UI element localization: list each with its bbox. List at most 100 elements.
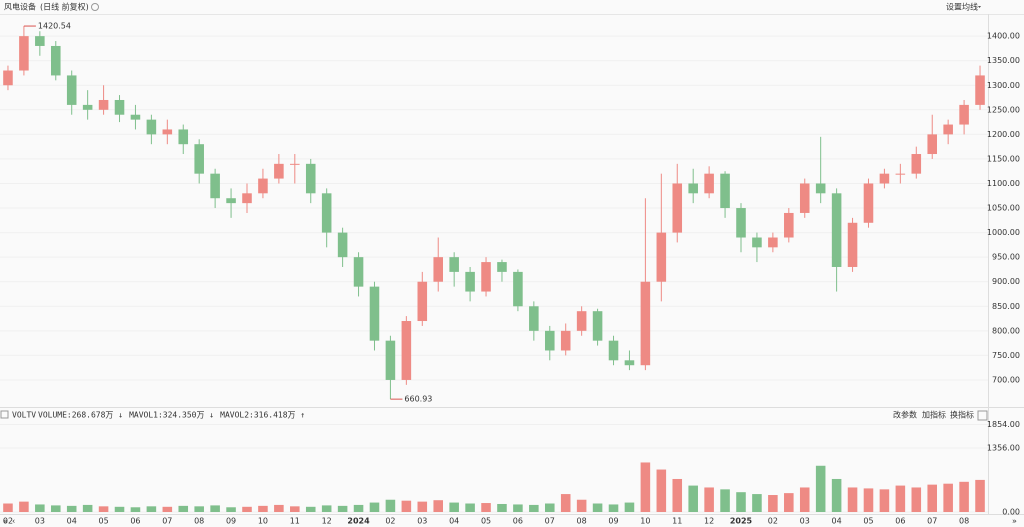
volume-bar: [847, 487, 858, 512]
button[interactable]: 加指标: [922, 410, 946, 420]
volume-bar: [975, 479, 985, 512]
x-tick-label: 2024: [347, 517, 370, 526]
candle-body: [847, 222, 858, 267]
legend-item: VOLUME:268.678万 ↓: [38, 411, 123, 420]
volume-bar: [385, 499, 396, 512]
volume-bar: [879, 489, 890, 512]
y-tick-label: 750.00: [992, 351, 1020, 360]
x-tick-label: 02: [3, 517, 13, 526]
candle-body: [608, 340, 619, 361]
candle-body: [704, 173, 714, 194]
x-tick-label: 07: [545, 517, 555, 526]
candle-body: [720, 173, 730, 209]
volume-bar: [736, 492, 746, 512]
candle-body: [815, 183, 826, 194]
volume-bar: [3, 503, 13, 512]
volume-bar: [130, 507, 141, 512]
x-tick-label: 2025: [730, 517, 753, 526]
x-tick-label: 10: [640, 517, 650, 526]
x-tick-label: 08: [194, 517, 204, 526]
candle-body: [529, 306, 539, 331]
volume-bar: [194, 506, 204, 512]
candle-body: [656, 232, 667, 282]
button[interactable]: 换指标: [950, 410, 974, 420]
volume-bar: [768, 495, 778, 512]
x-tick-label: 03: [800, 517, 810, 526]
volume-bar: [672, 478, 683, 512]
volume-bar: [895, 485, 906, 512]
volume-bar: [624, 502, 635, 512]
candle-body: [353, 257, 364, 287]
candle-body: [959, 104, 969, 125]
volume-bar: [146, 506, 157, 512]
y-tick-label: 1356.00: [987, 444, 1020, 453]
x-tick-label: 06: [895, 517, 905, 526]
candle-body: [98, 99, 109, 110]
candle-body: [863, 183, 874, 223]
x-tick-label: 12: [322, 517, 332, 526]
x-tick-label: 05: [98, 517, 108, 526]
volume-bar: [831, 478, 842, 512]
candle-body: [321, 193, 332, 233]
candle-body: [975, 75, 985, 105]
x-tick-label: 05: [481, 517, 491, 526]
y-tick-label: 950.00: [992, 253, 1020, 262]
candle-body: [417, 281, 428, 322]
x-tick-label: 12: [704, 517, 714, 526]
candle-body: [82, 104, 93, 110]
candle-body: [465, 271, 475, 292]
step-left[interactable]: ‹: [12, 517, 15, 526]
volume-bar: [799, 487, 810, 512]
y-tick-label: 1100.00: [987, 179, 1020, 188]
x-tick-label: 06: [130, 517, 140, 526]
candle-body: [50, 45, 61, 76]
volume-bar: [417, 501, 428, 512]
volume-bar: [433, 500, 444, 512]
candle-body: [672, 183, 683, 233]
settings-icon[interactable]: [91, 3, 99, 11]
legend-item: MAVOL1:324.350万 ↓: [129, 411, 214, 420]
y-tick-label: 700.00: [992, 375, 1020, 384]
x-tick-label: 10: [258, 517, 268, 526]
volume-bar: [959, 481, 969, 512]
dropdown-arrow[interactable]: [978, 6, 981, 8]
scroll-left[interactable]: «: [3, 517, 8, 526]
volume-bar: [592, 503, 603, 512]
candle-body: [879, 173, 890, 184]
y-tick-label: 1050.00: [987, 204, 1020, 213]
candle-body: [544, 330, 555, 351]
y-tick-label: 1300.00: [987, 81, 1020, 90]
candle-body: [736, 208, 746, 238]
volume-bar: [481, 503, 491, 512]
volume-bar: [911, 487, 922, 512]
ma-settings[interactable]: 设置均线: [946, 2, 978, 12]
candle-body: [831, 193, 842, 267]
subtitle: (日线 前复权): [40, 2, 89, 12]
y-tick-label: 800.00: [992, 326, 1020, 335]
close-button[interactable]: [977, 410, 988, 421]
candle-body: [66, 75, 77, 105]
indicator-icon: [0, 410, 9, 419]
volume-bar: [353, 504, 364, 512]
volume-bar: [50, 505, 61, 512]
volume-bar: [19, 501, 29, 512]
y-tick-label: 1854.00: [987, 420, 1020, 429]
y-tick-label: 900.00: [992, 277, 1020, 286]
indicator-legend: VOLUME:268.678万 ↓ MAVOL1:324.350万 ↓ MAVOL2…: [38, 411, 305, 420]
x-tick-label: 08: [959, 517, 969, 526]
x-tick-label: 11: [672, 517, 682, 526]
candle-body: [752, 237, 762, 248]
scroll-right[interactable]: »: [1012, 517, 1017, 526]
x-tick-label: 03: [35, 517, 45, 526]
y-tick-label: 1400.00: [987, 32, 1020, 41]
low-label: 660.93: [404, 395, 432, 404]
x-tick-label: 05: [863, 517, 873, 526]
button[interactable]: 改参数: [893, 410, 917, 420]
volume-bar: [242, 506, 252, 512]
volume-bar: [274, 504, 284, 512]
candle-body: [226, 198, 236, 204]
volume-bar: [927, 484, 938, 512]
volume-bar: [66, 505, 77, 512]
volume-bar: [513, 504, 523, 512]
y-tick-label: 1250.00: [987, 105, 1020, 114]
